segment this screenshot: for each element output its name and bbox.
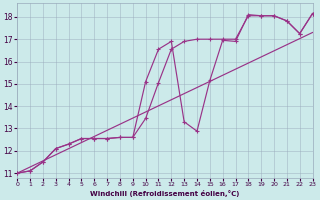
X-axis label: Windchill (Refroidissement éolien,°C): Windchill (Refroidissement éolien,°C) xyxy=(90,190,240,197)
